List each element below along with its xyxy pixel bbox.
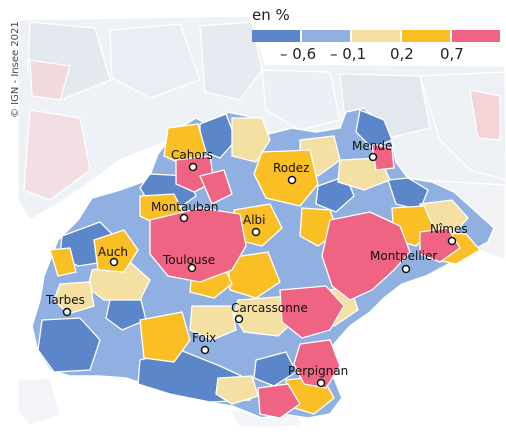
city-marker [187, 263, 197, 273]
city-tarbes: Tarbes [45, 293, 85, 317]
legend-tick: – 0,1 [330, 45, 367, 63]
city-rodez: Rodez [273, 161, 309, 185]
city-mende: Mende [352, 139, 392, 162]
city-marker [287, 175, 297, 185]
city-marker [316, 378, 326, 388]
legend-swatch-class-1 [252, 30, 300, 42]
city-marker [447, 236, 457, 246]
city-label: Albi [243, 213, 266, 227]
city-marker [234, 314, 244, 324]
legend-swatch-class-2 [302, 30, 350, 42]
city-marker [188, 162, 198, 172]
copyright-notice: © IGN - Insee 2021 [10, 21, 21, 118]
city-marker [368, 152, 378, 162]
legend-tick: – 0,6 [280, 45, 317, 63]
legend-swatch-class-4 [402, 30, 450, 42]
legend-tick: 0,2 [390, 45, 414, 63]
city-label: Carcassonne [231, 301, 308, 315]
city-label: Perpignan [288, 364, 348, 378]
city-label: Montauban [151, 200, 219, 214]
city-marker [251, 227, 261, 237]
city-albi: Albi [243, 213, 266, 237]
legend: en % – 0,6 – 0,1 0,2 0,7 [252, 6, 502, 63]
city-perpignan: Perpignan [288, 364, 348, 388]
city-markers: Cahors Mende Rodez Montauban Albi Nîmes [45, 139, 468, 388]
city-foix: Foix [192, 331, 216, 355]
city-label: Tarbes [45, 293, 85, 307]
city-label: Rodez [273, 161, 309, 175]
city-label: Cahors [171, 148, 213, 162]
legend-tick: 0,7 [440, 45, 464, 63]
city-marker [179, 213, 189, 223]
city-marker [401, 264, 411, 274]
city-label: Foix [192, 331, 216, 345]
legend-swatch-class-3 [352, 30, 400, 42]
city-label: Montpellier [370, 249, 437, 263]
city-marker [62, 307, 72, 317]
city-label: Nîmes [430, 222, 468, 236]
city-carcassonne: Carcassonne [231, 301, 308, 324]
city-marker [109, 257, 119, 267]
city-label: Mende [352, 139, 392, 153]
city-marker [200, 345, 210, 355]
city-montauban: Montauban [151, 200, 219, 223]
city-label: Toulouse [162, 253, 215, 267]
city-cahors: Cahors [171, 148, 213, 172]
legend-title: en % [252, 6, 290, 24]
city-nimes: Nîmes [430, 222, 468, 246]
legend-swatch-class-5 [452, 30, 500, 42]
city-toulouse: Toulouse [162, 253, 215, 273]
city-montpellier: Montpellier [370, 249, 437, 274]
city-label: Auch [98, 245, 128, 259]
city-auch: Auch [98, 245, 128, 267]
